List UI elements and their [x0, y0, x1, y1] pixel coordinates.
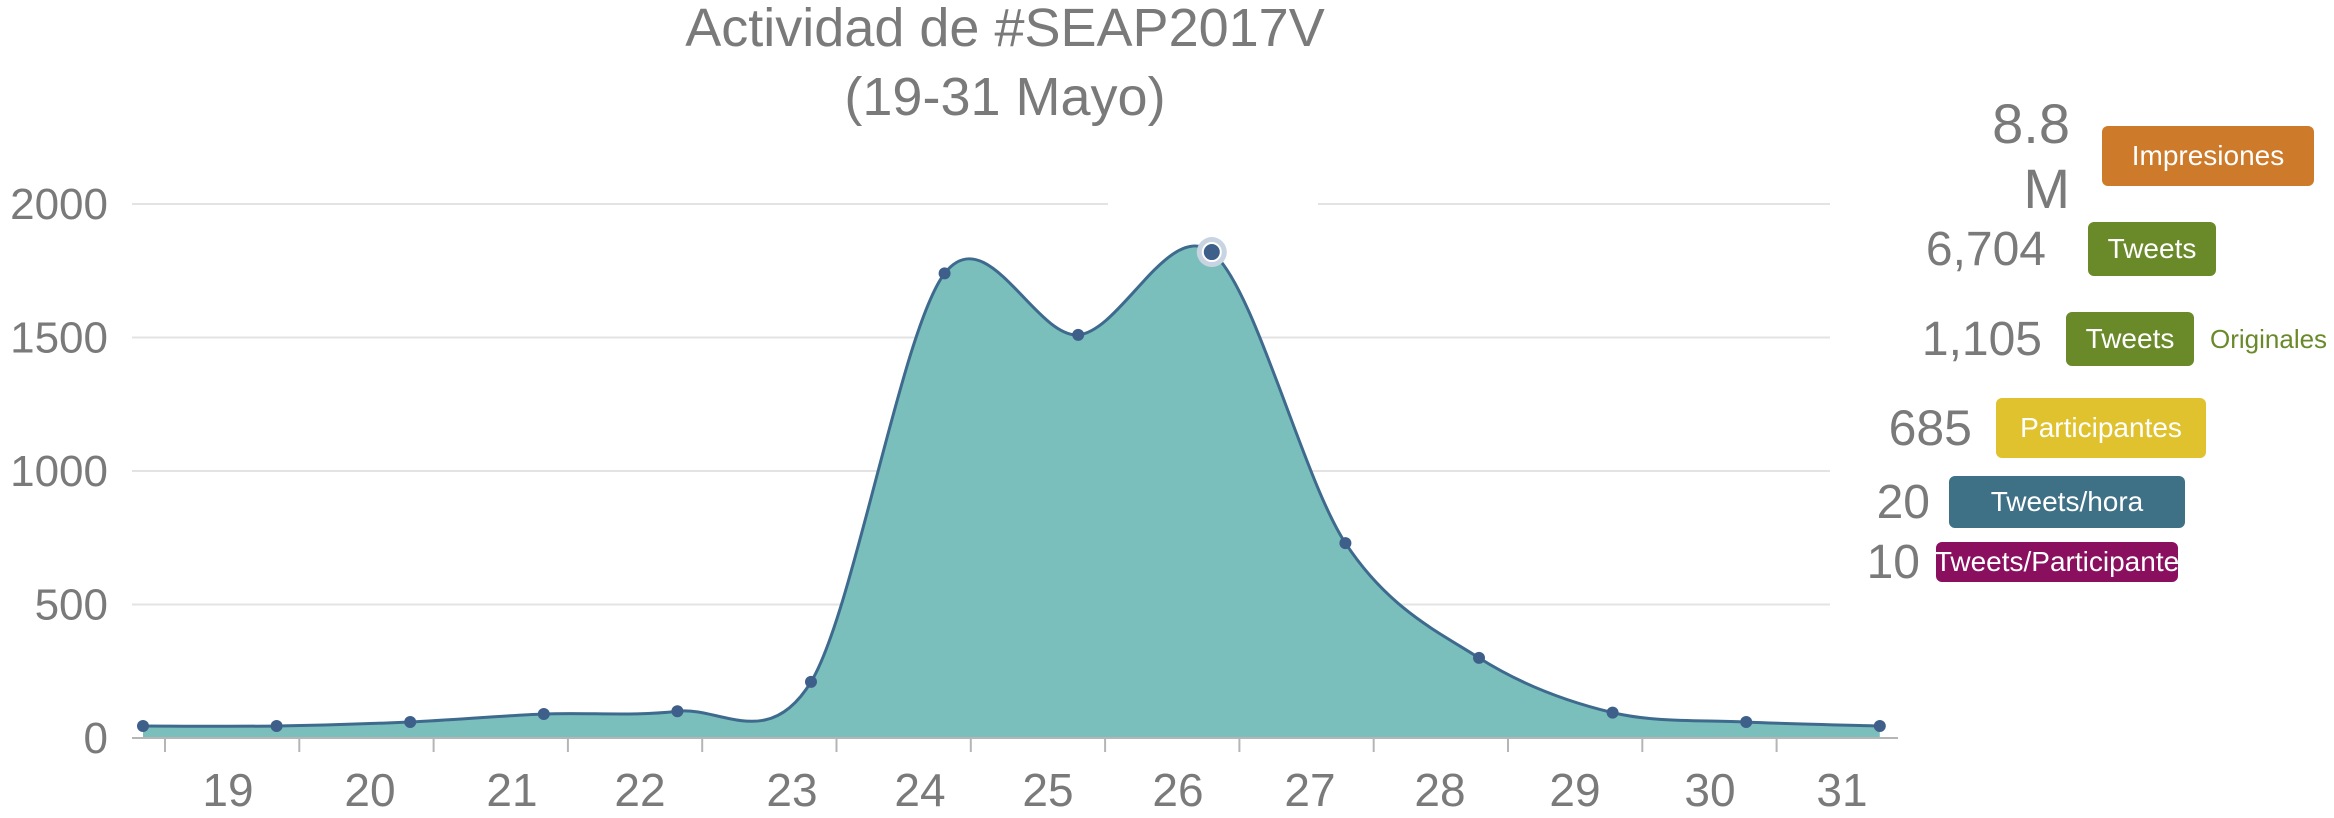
- x-tick-label: 27: [1284, 764, 1335, 816]
- data-point[interactable]: [1473, 651, 1485, 664]
- data-point[interactable]: [537, 707, 550, 720]
- data-point[interactable]: [938, 267, 951, 280]
- stat-row: 8.8 M Impresiones: [1930, 92, 2314, 220]
- stat-label-badge: Tweets: [2066, 312, 2194, 366]
- chart-subtitle: (19-31 Mayo): [844, 67, 1165, 127]
- y-tick-label: 500: [35, 581, 108, 630]
- stat-label-badge: Tweets/hora: [1949, 476, 2185, 528]
- stat-label-badge: Tweets/Participante: [1935, 542, 2179, 582]
- x-axis: [132, 737, 1898, 752]
- stat-extra-label: Originales: [2210, 323, 2328, 354]
- series-line: [142, 244, 1880, 728]
- x-tick-label: 24: [894, 764, 945, 816]
- data-point[interactable]: [1339, 537, 1352, 550]
- x-tick-label: 26: [1152, 764, 1203, 816]
- data-point[interactable]: [1606, 706, 1619, 719]
- stat-row: 6,704 Tweets: [1906, 222, 2216, 276]
- stat-value: 6,704: [1925, 222, 2046, 276]
- stat-value: 8.8 M: [1992, 92, 2070, 220]
- x-axis-ticks: 19 20 21 22 23 24 25 26 27 28 29 30 31: [202, 764, 1867, 816]
- data-point[interactable]: [1740, 715, 1753, 728]
- data-points: [137, 237, 1886, 732]
- x-tick-label: 20: [344, 764, 395, 816]
- data-point[interactable]: [1072, 328, 1085, 341]
- data-point[interactable]: [404, 715, 417, 728]
- y-tick-label: 2000: [10, 180, 108, 229]
- x-tick-label: 25: [1022, 764, 1073, 816]
- stat-row: 10 Tweets/Participante: [1844, 536, 2180, 589]
- stat-value: 685: [1888, 400, 1972, 456]
- area-fill: [143, 245, 1880, 738]
- x-tick-label: 21: [486, 764, 537, 816]
- stat-row: 20 Tweets/hora: [1854, 475, 2185, 529]
- x-tick-label: 28: [1414, 764, 1465, 816]
- stat-value: 1,105: [1921, 312, 2042, 366]
- stat-row: 685 Participantes: [1860, 398, 2206, 458]
- y-tick-label: 1000: [10, 447, 108, 496]
- x-tick-label: 31: [1816, 764, 1867, 816]
- data-point[interactable]: [1201, 242, 1222, 263]
- stat-label-badge: Participantes: [1996, 398, 2206, 458]
- x-tick-label: 23: [766, 764, 817, 816]
- data-point[interactable]: [671, 705, 684, 718]
- data-point[interactable]: [137, 719, 149, 732]
- x-tick-label: 30: [1684, 764, 1735, 816]
- area-series: [142, 244, 1880, 738]
- x-tick-label: 29: [1549, 764, 1600, 816]
- stat-value: 20: [1876, 475, 1930, 529]
- stat-label-badge: Impresiones: [2102, 126, 2314, 186]
- y-axis-ticks: 0 500 1000 1500 2000: [10, 180, 108, 763]
- data-point[interactable]: [805, 675, 817, 688]
- y-tick-label: 1500: [10, 314, 108, 363]
- stat-value: 10: [1866, 535, 1920, 589]
- y-tick-label: 0: [84, 714, 108, 763]
- stat-label-badge: Tweets: [2088, 222, 2216, 276]
- x-tick-label: 22: [614, 764, 665, 816]
- data-point[interactable]: [270, 719, 283, 732]
- chart-title: Actividad de #SEAP2017V: [685, 0, 1324, 58]
- data-point[interactable]: [1873, 719, 1886, 732]
- stat-row: 1,105 Tweets Originales: [1890, 312, 2327, 366]
- x-tick-label: 19: [202, 764, 253, 816]
